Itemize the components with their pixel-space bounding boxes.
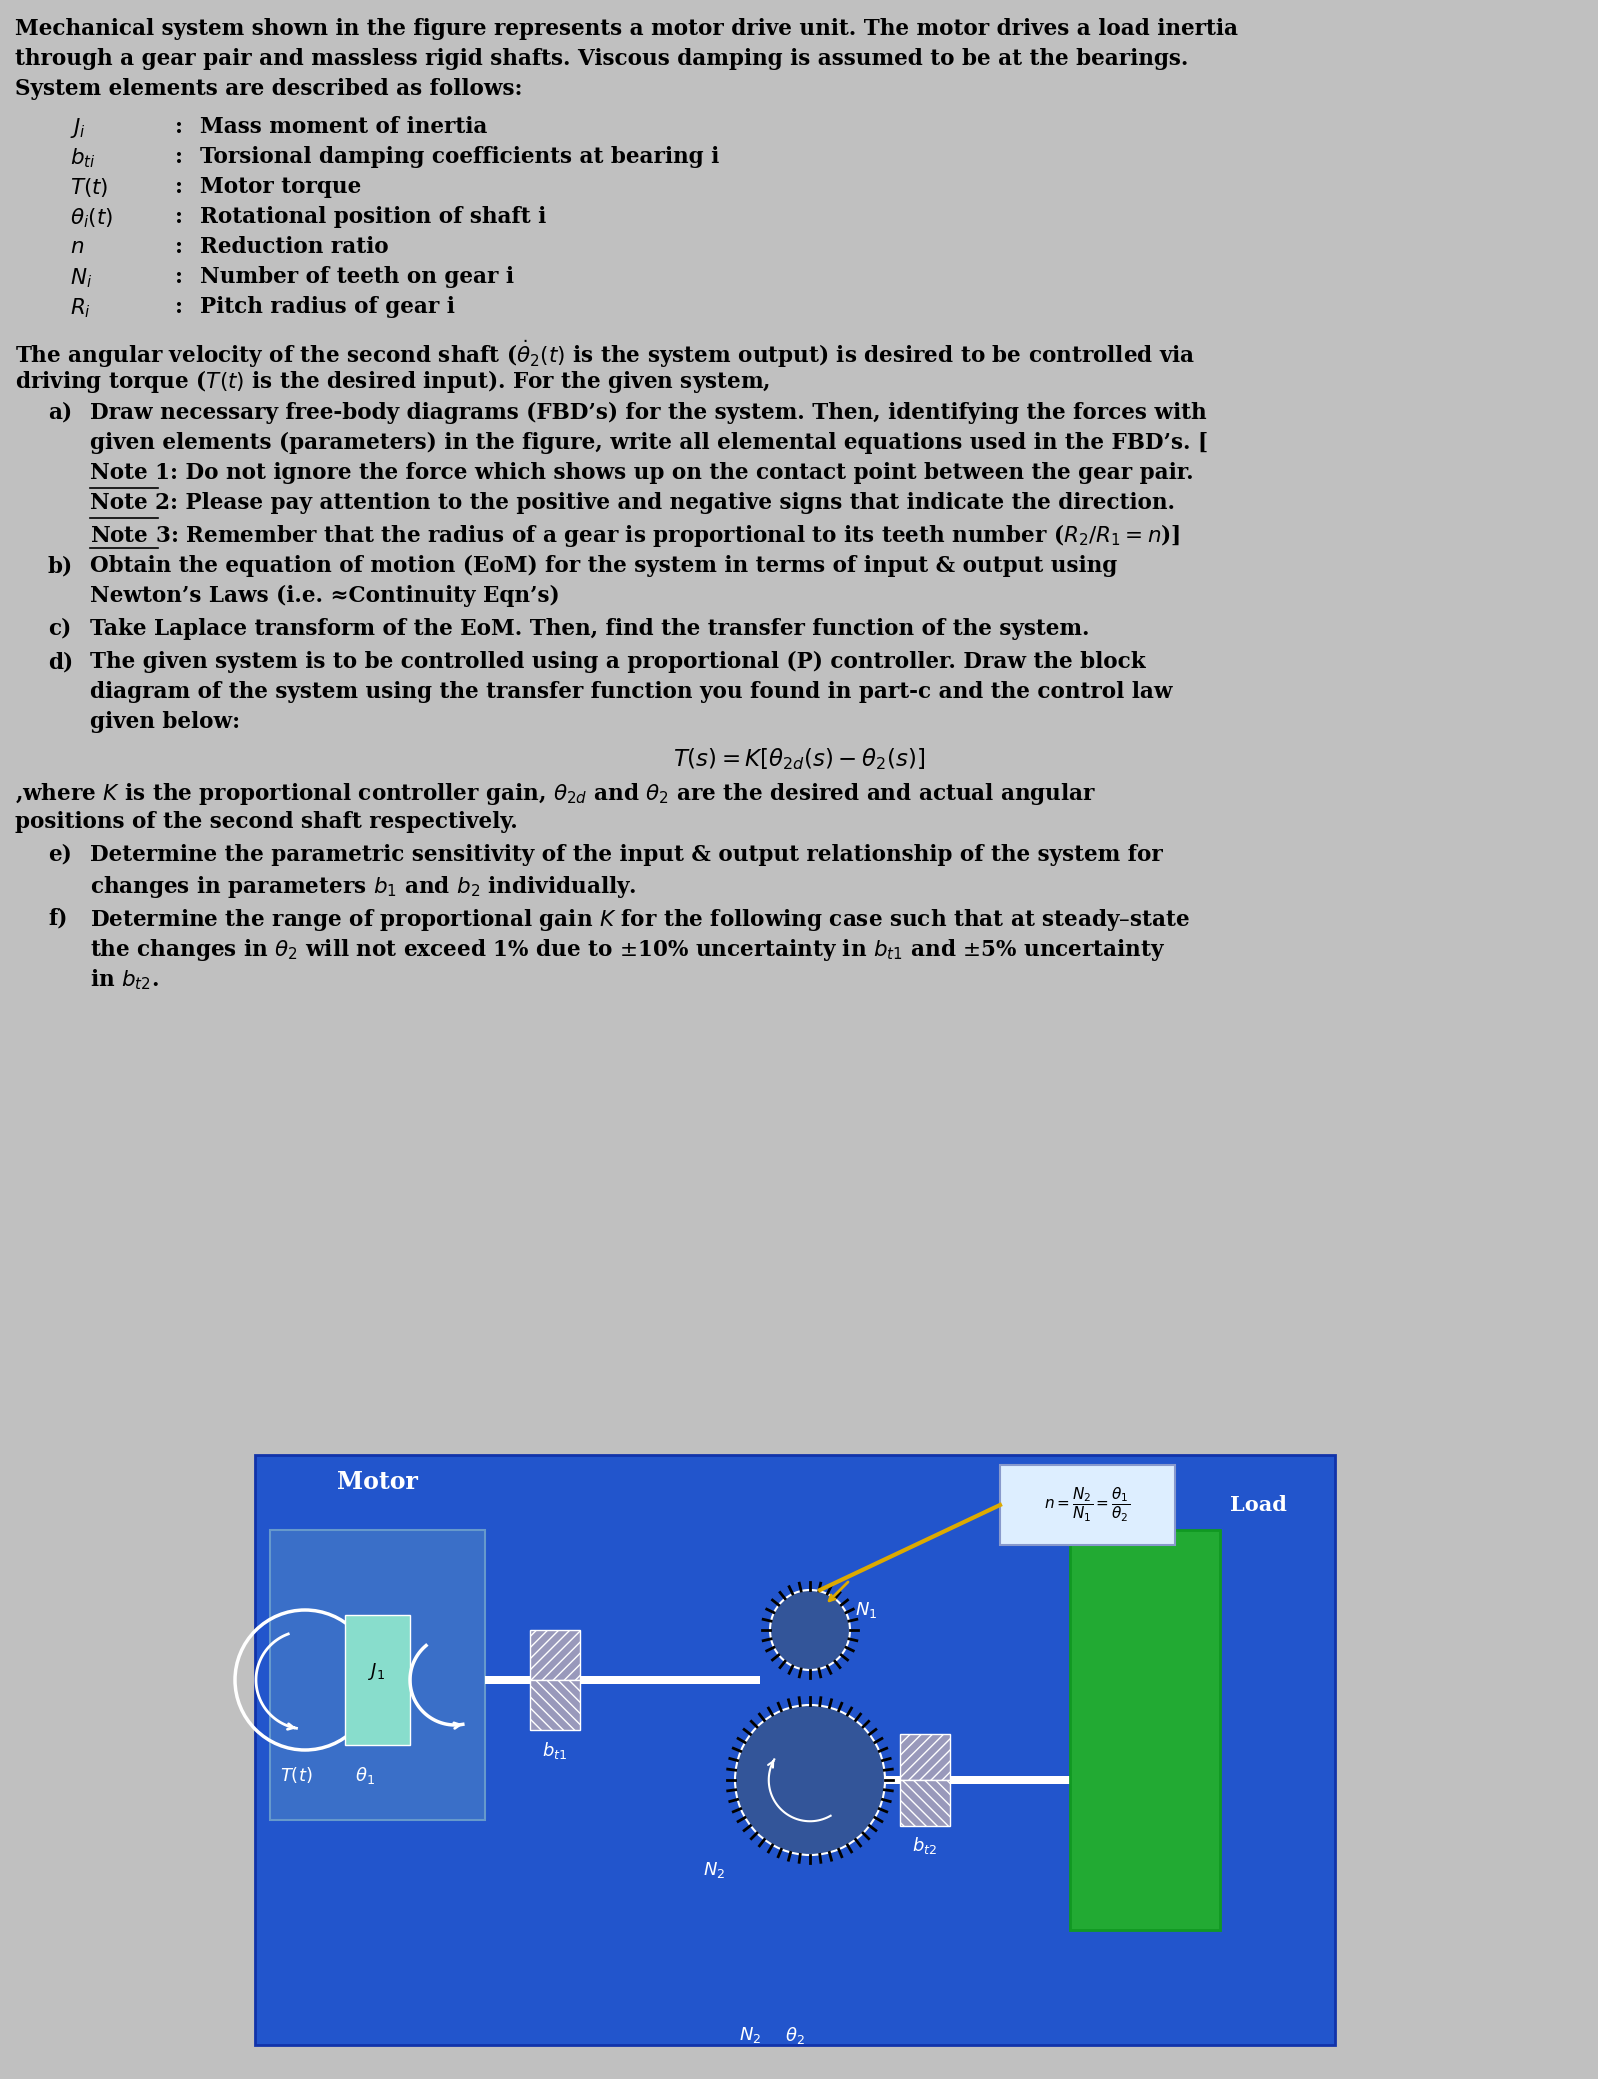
Text: diagram of the system using the transfer function you found in part-c and the co: diagram of the system using the transfer… <box>89 682 1173 703</box>
Text: $n$: $n$ <box>70 237 85 258</box>
Text: Pitch radius of gear i: Pitch radius of gear i <box>200 295 455 318</box>
Text: $T(s) = K[\theta_{2d}(s) - \theta_2(s)]$: $T(s) = K[\theta_{2d}(s) - \theta_2(s)]$ <box>673 746 925 771</box>
Bar <box>531 1680 580 1730</box>
Text: $n = \dfrac{N_2}{N_1} = \dfrac{\theta_1}{\theta_2}$: $n = \dfrac{N_2}{N_1} = \dfrac{\theta_1}… <box>1043 1486 1130 1524</box>
Bar <box>1000 1466 1175 1545</box>
Text: Load: Load <box>1230 1495 1286 1516</box>
Text: the changes in $\theta_2$ will not exceed 1% due to $\pm$10% uncertainty in $b_{: the changes in $\theta_2$ will not excee… <box>89 938 1165 963</box>
Bar <box>885 1775 1071 1784</box>
Text: e): e) <box>48 844 72 867</box>
Text: :: : <box>176 237 184 258</box>
Text: :: : <box>176 206 184 229</box>
Text: c): c) <box>48 617 72 640</box>
Bar <box>900 1734 949 1780</box>
Text: Motor: Motor <box>337 1470 417 1495</box>
Text: $b_{ti}$: $b_{ti}$ <box>70 146 96 170</box>
Text: Number of teeth on gear i: Number of teeth on gear i <box>200 266 515 289</box>
Text: $R_i$: $R_i$ <box>70 295 91 320</box>
Text: $b_{t2}$: $b_{t2}$ <box>912 1836 938 1857</box>
Text: $T(t)$: $T(t)$ <box>70 177 109 200</box>
Text: $\theta_1$: $\theta_1$ <box>355 1765 376 1786</box>
Text: $N_2$: $N_2$ <box>738 2025 761 2046</box>
Text: :: : <box>176 177 184 198</box>
Text: :: : <box>176 295 184 318</box>
Text: $J_1$: $J_1$ <box>369 1661 385 1682</box>
Text: given below:: given below: <box>89 711 240 734</box>
Text: driving torque ($T(t)$ is the desired input). For the given system,: driving torque ($T(t)$ is the desired in… <box>14 368 770 395</box>
Text: Draw necessary free-body diagrams (FBD’s) for the system. Then, identifying the : Draw necessary free-body diagrams (FBD’s… <box>89 401 1206 424</box>
Text: d): d) <box>48 651 74 674</box>
Text: b): b) <box>48 555 74 578</box>
Text: Rotational position of shaft i: Rotational position of shaft i <box>200 206 547 229</box>
Bar <box>531 1630 580 1680</box>
Text: a): a) <box>48 401 72 424</box>
Text: Take Laplace transform of the EoM. Then, find the transfer function of the syste: Take Laplace transform of the EoM. Then,… <box>89 617 1090 640</box>
Bar <box>900 1780 949 1825</box>
Text: Newton’s Laws (i.e. ≈Continuity Eqn’s): Newton’s Laws (i.e. ≈Continuity Eqn’s) <box>89 584 559 607</box>
Text: $N_1$: $N_1$ <box>855 1601 877 1620</box>
Bar <box>486 1676 761 1684</box>
Text: Mass moment of inertia: Mass moment of inertia <box>200 116 487 137</box>
Text: Torsional damping coefficients at bearing i: Torsional damping coefficients at bearin… <box>200 146 719 168</box>
Text: positions of the second shaft respectively.: positions of the second shaft respective… <box>14 811 518 834</box>
Text: through a gear pair and massless rigid shafts. Viscous damping is assumed to be : through a gear pair and massless rigid s… <box>14 48 1189 71</box>
Circle shape <box>735 1705 885 1854</box>
Text: $\theta_i(t)$: $\theta_i(t)$ <box>70 206 113 229</box>
Text: :: : <box>176 146 184 168</box>
Text: f): f) <box>48 906 67 929</box>
Bar <box>270 1530 486 1819</box>
Text: $T(t)$: $T(t)$ <box>280 1765 313 1786</box>
Text: System elements are described as follows:: System elements are described as follows… <box>14 79 523 100</box>
Text: Determine the range of proportional gain $K$ for the following case such that at: Determine the range of proportional gain… <box>89 906 1191 933</box>
Text: Note 3: Remember that the radius of a gear is proportional to its teeth number (: Note 3: Remember that the radius of a ge… <box>89 522 1181 549</box>
Text: Motor torque: Motor torque <box>200 177 361 198</box>
Text: changes in parameters $b_1$ and $b_2$ individually.: changes in parameters $b_1$ and $b_2$ in… <box>89 873 636 900</box>
Bar <box>1071 1530 1219 1929</box>
Text: $b_{t1}$: $b_{t1}$ <box>542 1740 567 1761</box>
Text: The angular velocity of the second shaft ($\dot{\theta}_2(t)$ is the system outp: The angular velocity of the second shaft… <box>14 339 1195 370</box>
Text: Determine the parametric sensitivity of the input & output relationship of the s: Determine the parametric sensitivity of … <box>89 844 1163 867</box>
Bar <box>345 1615 411 1744</box>
Text: given elements (parameters) in the figure, write all elemental equations used in: given elements (parameters) in the figur… <box>89 432 1208 453</box>
Circle shape <box>770 1590 850 1669</box>
Bar <box>256 1455 1334 2046</box>
Text: Note 1: Do not ignore the force which shows up on the contact point between the : Note 1: Do not ignore the force which sh… <box>89 462 1194 484</box>
Text: $N_i$: $N_i$ <box>70 266 93 289</box>
Text: :: : <box>176 116 184 137</box>
Text: :: : <box>176 266 184 289</box>
Text: Reduction ratio: Reduction ratio <box>200 237 388 258</box>
Text: ,where $K$ is the proportional controller gain, $\theta_{2d}$ and $\theta_2$ are: ,where $K$ is the proportional controlle… <box>14 782 1096 807</box>
Text: The given system is to be controlled using a proportional (P) controller. Draw t: The given system is to be controlled usi… <box>89 651 1146 674</box>
Text: in $b_{t2}$.: in $b_{t2}$. <box>89 967 158 992</box>
Text: Note 2: Please pay attention to the positive and negative signs that indicate th: Note 2: Please pay attention to the posi… <box>89 493 1175 514</box>
Text: Obtain the equation of motion (EoM) for the system in terms of input & output us: Obtain the equation of motion (EoM) for … <box>89 555 1117 578</box>
Text: $J_i$: $J_i$ <box>70 116 86 139</box>
Text: $N_2$: $N_2$ <box>703 1861 725 1879</box>
Text: Mechanical system shown in the figure represents a motor drive unit. The motor d: Mechanical system shown in the figure re… <box>14 19 1238 40</box>
Text: $\theta_2$: $\theta_2$ <box>785 2025 805 2046</box>
